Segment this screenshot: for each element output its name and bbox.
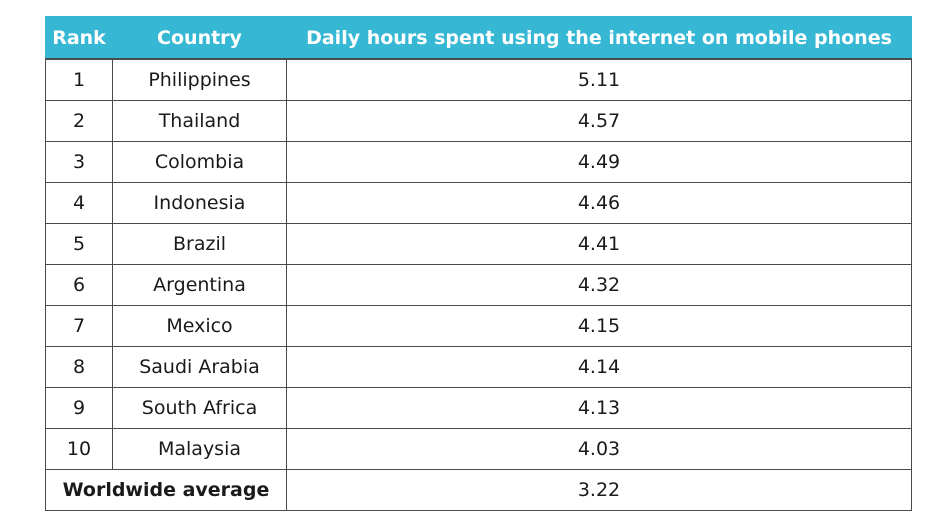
country-cell: Indonesia — [112, 182, 287, 224]
worldwide-average-label: Worldwide average — [45, 469, 287, 511]
table-row: 5 Brazil 4.41 — [45, 223, 912, 265]
rank-cell: 6 — [45, 264, 113, 306]
country-cell: Brazil — [112, 223, 287, 265]
hours-cell: 4.49 — [286, 141, 912, 183]
rank-cell: 8 — [45, 346, 113, 388]
country-cell: Thailand — [112, 100, 287, 142]
table-row: 7 Mexico 4.15 — [45, 305, 912, 347]
worldwide-average-hours: 3.22 — [286, 469, 912, 511]
column-header-hours: Daily hours spent using the internet on … — [286, 16, 912, 60]
rank-cell: 1 — [45, 58, 113, 101]
country-cell: South Africa — [112, 387, 287, 429]
rank-cell: 7 — [45, 305, 113, 347]
hours-cell: 5.11 — [286, 58, 912, 101]
table-row: 8 Saudi Arabia 4.14 — [45, 346, 912, 388]
column-header-rank: Rank — [45, 16, 113, 60]
country-cell: Philippines — [112, 58, 287, 101]
table-row: 9 South Africa 4.13 — [45, 387, 912, 429]
hours-cell: 4.41 — [286, 223, 912, 265]
header-row: Rank Country Daily hours spent using the… — [45, 16, 912, 60]
country-cell: Colombia — [112, 141, 287, 183]
rank-cell: 10 — [45, 428, 113, 470]
hours-cell: 4.03 — [286, 428, 912, 470]
mobile-internet-hours-table: Rank Country Daily hours spent using the… — [45, 16, 912, 511]
rank-cell: 5 — [45, 223, 113, 265]
country-cell: Argentina — [112, 264, 287, 306]
hours-cell: 4.15 — [286, 305, 912, 347]
hours-cell: 4.57 — [286, 100, 912, 142]
table-row: 2 Thailand 4.57 — [45, 100, 912, 142]
country-cell: Saudi Arabia — [112, 346, 287, 388]
table-header: Rank Country Daily hours spent using the… — [45, 16, 912, 60]
column-header-country: Country — [112, 16, 287, 60]
country-cell: Malaysia — [112, 428, 287, 470]
rank-cell: 2 — [45, 100, 113, 142]
hours-cell: 4.13 — [286, 387, 912, 429]
rank-cell: 9 — [45, 387, 113, 429]
country-cell: Mexico — [112, 305, 287, 347]
worldwide-average-row: Worldwide average 3.22 — [45, 469, 912, 511]
table-row: 10 Malaysia 4.03 — [45, 428, 912, 470]
rank-cell: 4 — [45, 182, 113, 224]
hours-cell: 4.32 — [286, 264, 912, 306]
table-body: 1 Philippines 5.11 2 Thailand 4.57 3 Col… — [45, 58, 912, 511]
hours-cell: 4.46 — [286, 182, 912, 224]
hours-cell: 4.14 — [286, 346, 912, 388]
table-row: 1 Philippines 5.11 — [45, 58, 912, 101]
table-row: 6 Argentina 4.32 — [45, 264, 912, 306]
rank-cell: 3 — [45, 141, 113, 183]
table-row: 3 Colombia 4.49 — [45, 141, 912, 183]
table-row: 4 Indonesia 4.46 — [45, 182, 912, 224]
